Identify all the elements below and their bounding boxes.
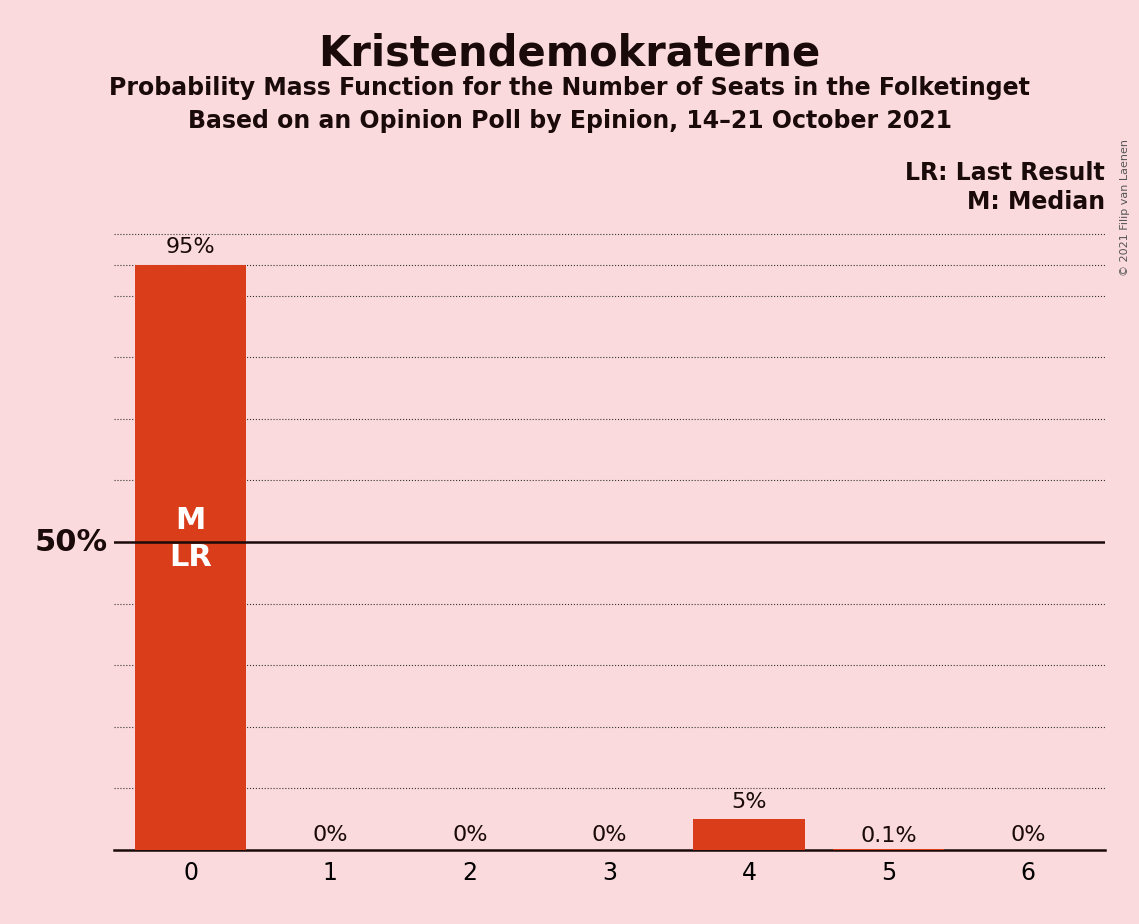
Text: M: Median: M: Median <box>967 190 1105 214</box>
Text: Based on an Opinion Poll by Epinion, 14–21 October 2021: Based on an Opinion Poll by Epinion, 14–… <box>188 109 951 133</box>
Text: 95%: 95% <box>166 237 215 258</box>
Text: M: M <box>175 506 206 535</box>
Bar <box>694 820 805 850</box>
Text: 0%: 0% <box>591 825 628 845</box>
Text: LR: Last Result: LR: Last Result <box>906 162 1105 185</box>
Text: Probability Mass Function for the Number of Seats in the Folketinget: Probability Mass Function for the Number… <box>109 76 1030 100</box>
Text: © 2021 Filip van Laenen: © 2021 Filip van Laenen <box>1121 139 1130 275</box>
Text: 5%: 5% <box>731 792 767 812</box>
Text: Kristendemokraterne: Kristendemokraterne <box>319 32 820 74</box>
Text: 0%: 0% <box>1010 825 1046 845</box>
Text: 0%: 0% <box>452 825 487 845</box>
Text: 0%: 0% <box>312 825 349 845</box>
Bar <box>134 265 246 850</box>
Text: LR: LR <box>170 543 212 572</box>
Text: 0.1%: 0.1% <box>860 826 917 845</box>
Text: 50%: 50% <box>35 528 108 556</box>
